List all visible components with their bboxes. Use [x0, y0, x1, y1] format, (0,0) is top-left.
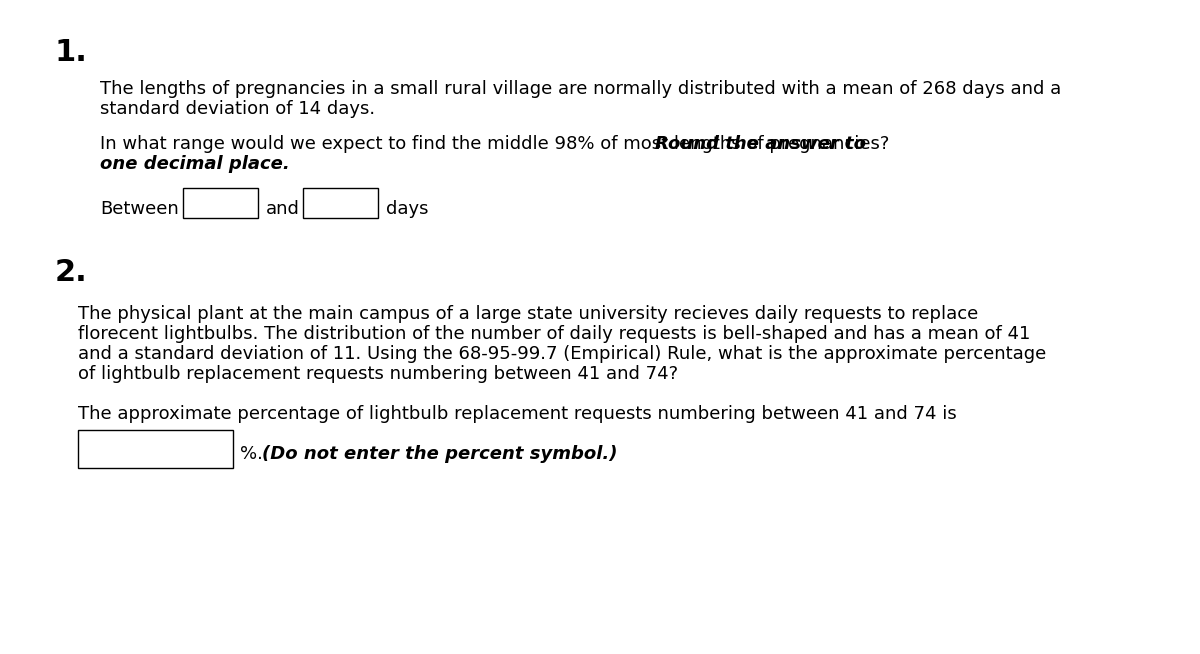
Text: standard deviation of 14 days.: standard deviation of 14 days. [100, 100, 376, 118]
Text: The physical plant at the main campus of a large state university recieves daily: The physical plant at the main campus of… [78, 305, 978, 323]
Text: florecent lightbulbs. The distribution of the number of daily requests is bell-s: florecent lightbulbs. The distribution o… [78, 325, 1031, 343]
Text: and: and [266, 200, 300, 218]
FancyBboxPatch shape [78, 430, 233, 468]
Text: one decimal place.: one decimal place. [100, 155, 289, 173]
Text: The lengths of pregnancies in a small rural village are normally distributed wit: The lengths of pregnancies in a small ru… [100, 80, 1061, 98]
Text: The approximate percentage of lightbulb replacement requests numbering between 4: The approximate percentage of lightbulb … [78, 405, 956, 423]
FancyBboxPatch shape [302, 188, 378, 218]
Text: Between: Between [100, 200, 179, 218]
Text: 1.: 1. [55, 38, 88, 67]
FancyBboxPatch shape [182, 188, 258, 218]
Text: In what range would we expect to find the middle 98% of most lengths of pregnanc: In what range would we expect to find th… [100, 135, 895, 153]
Text: and a standard deviation of 11. Using the 68-95-99.7 (Empirical) Rule, what is t: and a standard deviation of 11. Using th… [78, 345, 1046, 363]
Text: 2.: 2. [55, 258, 88, 287]
Text: %.: %. [240, 445, 269, 463]
Text: Round the answer to: Round the answer to [655, 135, 866, 153]
Text: days: days [386, 200, 428, 218]
Text: (Do not enter the percent symbol.): (Do not enter the percent symbol.) [262, 445, 618, 463]
Text: of lightbulb replacement requests numbering between 41 and 74?: of lightbulb replacement requests number… [78, 365, 678, 383]
